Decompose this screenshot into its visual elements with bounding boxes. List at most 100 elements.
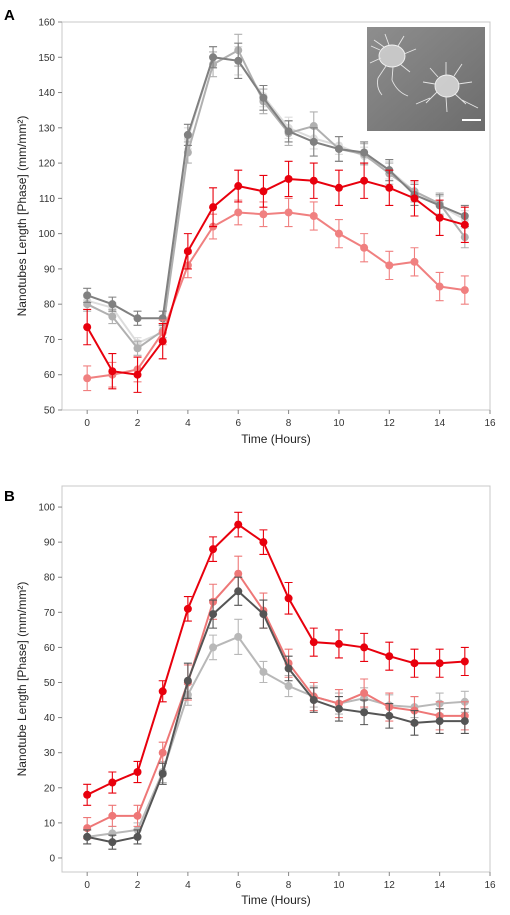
chart-b-data-point [83, 790, 92, 799]
chart-a-x-tick-label: 10 [333, 418, 345, 429]
chart-b-x-tick-label: 12 [384, 880, 396, 891]
chart-a-y-tick-label: 50 [44, 406, 56, 417]
chart-a-data-point [183, 130, 192, 139]
chart-b-data-point [309, 638, 318, 647]
micrograph-inset [367, 27, 485, 131]
chart-b-series-2 [83, 576, 469, 850]
chart-b-y-tick-label: 30 [44, 748, 56, 759]
chart-a-data-point [83, 374, 92, 383]
chart-a-data-point [133, 344, 142, 353]
chart-a-data-point [83, 323, 92, 332]
chart-a-data-point [209, 203, 218, 212]
chart-b-data-point [234, 587, 243, 596]
chart-b-data-point [234, 632, 243, 641]
chart-b-data-point [133, 811, 142, 820]
chart-b-series-line [87, 635, 465, 838]
chart-a-data-point [259, 93, 268, 102]
chart-b: B Time (Hours) Nanotube Length [Phase] (… [4, 485, 496, 907]
chart-b-data-point [410, 659, 419, 668]
chart-b-data-point [133, 832, 142, 841]
chart-b-data-point [133, 767, 142, 776]
chart-b-data-point [234, 569, 243, 578]
chart-b-data-point [334, 704, 343, 713]
chart-a-data-point [410, 194, 419, 203]
chart-b-data-point [460, 657, 469, 666]
chart-b-data-point [183, 676, 192, 685]
chart-a-data-point [259, 187, 268, 196]
chart-a-data-point [108, 367, 117, 376]
chart-b-x-tick-label: 10 [333, 880, 345, 891]
chart-a-x-tick-label: 6 [235, 418, 241, 429]
chart-a-x-tick-label: 4 [185, 418, 191, 429]
chart-b-x-tick-label: 0 [84, 880, 90, 891]
chart-b-panel-label: B [4, 488, 15, 505]
chart-a-data-point [334, 183, 343, 192]
chart-b-data-point [360, 708, 369, 717]
chart-b-y-axis-label: Nanotube Length [Phase] (mm/mm²) [15, 582, 29, 777]
chart-b-data-point [334, 639, 343, 648]
chart-a-y-tick-label: 70 [44, 335, 56, 346]
chart-b-y-tick-label: 80 [44, 573, 56, 584]
chart-b-data-point [234, 520, 243, 529]
chart-a-data-point [284, 174, 293, 183]
chart-b-data-point [158, 748, 167, 757]
chart-b-data-point [309, 696, 318, 705]
chart-b-x-tick-label: 6 [235, 880, 241, 891]
chart-b-y-tick-label: 50 [44, 678, 56, 689]
chart-b-data-point [83, 832, 92, 841]
chart-a-data-point [284, 127, 293, 136]
chart-b-data-point [259, 538, 268, 547]
chart-b-y-tick-label: 10 [44, 818, 56, 829]
chart-b-data-point [259, 667, 268, 676]
chart-a-x-tick-label: 14 [434, 418, 446, 429]
chart-a-data-point [234, 182, 243, 191]
chart-a-x-tick-label: 2 [135, 418, 141, 429]
chart-a-y-tick-label: 90 [44, 264, 56, 275]
chart-a-x-axis-label: Time (Hours) [241, 432, 311, 446]
chart-a-data-point [183, 247, 192, 256]
chart-a-y-tick-label: 120 [38, 159, 55, 170]
chart-a-y-tick-label: 100 [38, 229, 55, 240]
chart-a-data-point [108, 312, 117, 321]
chart-a-series-line [86, 177, 466, 376]
chart-a-y-tick-label: 160 [38, 18, 55, 29]
chart-b-x-tick-label: 4 [185, 880, 191, 891]
chart-a-data-point [158, 337, 167, 346]
chart-a-x-tick-label: 12 [384, 418, 396, 429]
chart-b-data-point [108, 811, 117, 820]
chart-a-data-point [435, 213, 444, 222]
chart-b-data-point [158, 687, 167, 696]
chart-a-data-point [133, 314, 142, 323]
chart-a-data-point [360, 243, 369, 252]
chart-b-x-axis-label: Time (Hours) [241, 893, 311, 907]
chart-a-data-point [209, 53, 218, 62]
chart-b-series-line [86, 589, 465, 844]
chart-a-data-point [83, 291, 92, 300]
chart-a-series-line [86, 56, 466, 320]
chart-a-panel-label: A [4, 7, 15, 24]
chart-b-data-point [410, 718, 419, 727]
chart-a-data-point [234, 56, 243, 65]
chart-b-y-tick-label: 0 [49, 853, 55, 864]
chart-a-x-tick-label: 8 [286, 418, 292, 429]
chart-b-series [83, 511, 469, 850]
chart-a-series-line [86, 56, 466, 345]
chart-b-data-point [108, 838, 117, 847]
chart-a-series [83, 33, 469, 393]
chart-b-x-tick-label: 8 [286, 880, 292, 891]
chart-a-y-tick-label: 140 [38, 88, 55, 99]
chart-b-data-point [209, 643, 218, 652]
chart-a-y-tick-label: 110 [39, 194, 55, 205]
chart-b-y-tick-label: 70 [44, 608, 56, 619]
chart-b-data-point [284, 682, 293, 691]
chart-a-data-point [108, 300, 117, 309]
chart-b-data-point [209, 610, 218, 619]
chart-b-data-point [284, 594, 293, 603]
chart-a-ticks: 0 2 4 6 8 10 12 14 16 50 60 70 80 90 100 110 120 130 140 15… [38, 18, 496, 430]
chart-a-x-tick-label: 0 [84, 418, 90, 429]
chart-b-y-tick-label: 60 [44, 643, 56, 654]
chart-a-data-point [360, 148, 369, 157]
chart-b-y-tick-label: 100 [38, 503, 55, 514]
chart-b-x-tick-label: 16 [484, 880, 496, 891]
chart-a-y-tick-label: 60 [44, 370, 56, 381]
